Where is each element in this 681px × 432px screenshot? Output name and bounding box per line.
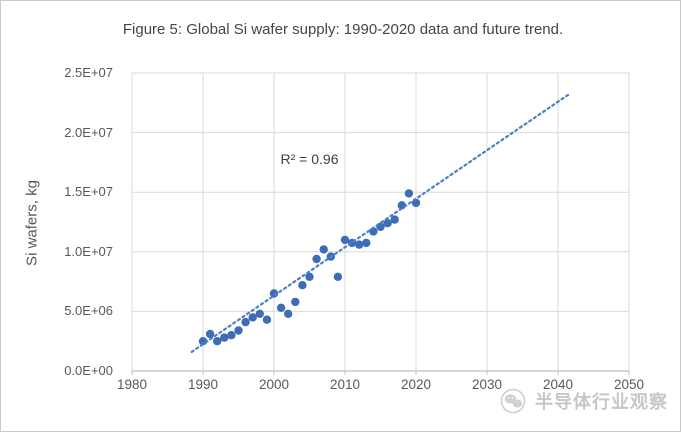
data-point [340, 235, 350, 245]
data-point [276, 303, 286, 312]
data-point [291, 297, 300, 307]
y-tick-label: 2.0E+07 [64, 124, 113, 140]
x-tick-label: 2010 [329, 377, 361, 392]
data-point [362, 238, 371, 248]
x-tick-label: 1980 [116, 377, 148, 392]
data-point [248, 313, 257, 322]
data-point [319, 245, 328, 254]
data-point [284, 309, 293, 318]
data-point [255, 309, 264, 318]
data-point [241, 317, 250, 327]
y-tick-label: 1.0E+07 [64, 243, 113, 259]
data-point [269, 289, 279, 298]
x-tick-label: 1990 [187, 377, 219, 392]
data-point [220, 333, 229, 342]
x-tick-label: 2000 [258, 377, 290, 392]
data-point [213, 337, 222, 346]
x-tick-label: 2050 [613, 377, 645, 392]
y-tick-label: 0.0E+00 [64, 363, 113, 378]
data-point [227, 331, 236, 340]
chart-title: Figure 5: Global Si wafer supply: 1990-2… [122, 21, 564, 38]
data-point [298, 281, 307, 290]
data-point [262, 315, 272, 324]
data-point [305, 272, 314, 281]
data-point [333, 272, 343, 281]
data-point [312, 254, 321, 264]
x-tick-label: 2020 [400, 377, 432, 392]
y-tick-label: 2.5E+07 [64, 65, 113, 80]
data-point [205, 329, 215, 339]
r-squared-annotation: R² = 0.96 [280, 150, 339, 167]
data-point [234, 326, 243, 335]
data-point [404, 189, 414, 198]
y-tick-label: 1.5E+07 [64, 184, 113, 200]
x-tick-label: 2040 [542, 377, 574, 392]
data-point [383, 219, 392, 228]
data-point [390, 215, 399, 224]
data-point [355, 240, 364, 249]
y-tick-label: 5.0E+06 [64, 303, 113, 319]
x-tick-label: 2030 [471, 377, 503, 392]
trendline [190, 93, 570, 354]
